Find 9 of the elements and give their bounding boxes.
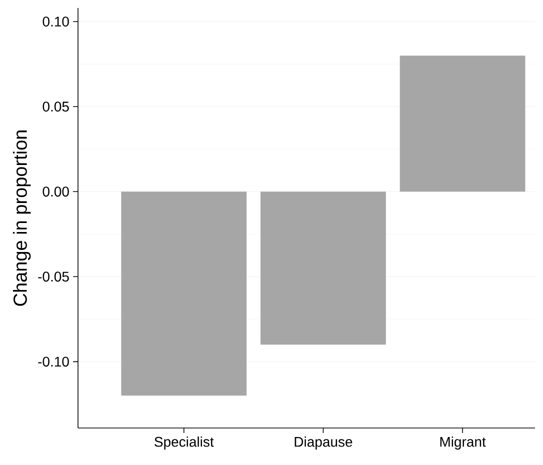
x-tick-label: Diapause [294, 436, 352, 450]
y-axis-title: Change in proportion [12, 130, 31, 306]
y-tick-label: 0.10 [42, 16, 69, 27]
x-tick-label: Migrant [440, 436, 486, 450]
y-tick-label: -0.10 [38, 356, 69, 367]
y-tick-label: -0.05 [38, 272, 69, 282]
x-tick-label: Specialist [154, 436, 214, 450]
y-tick-label: 0.00 [42, 186, 69, 197]
y-tick-label: 0.05 [42, 102, 69, 112]
